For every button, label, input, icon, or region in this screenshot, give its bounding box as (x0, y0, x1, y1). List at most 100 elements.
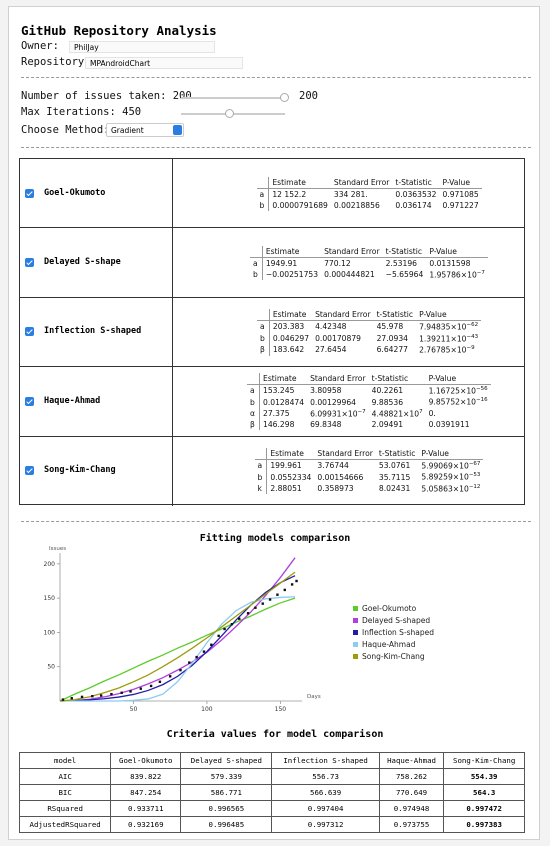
cell: 1.39211×10−43 (416, 333, 481, 345)
parameter: a (256, 188, 270, 200)
y-tick-label: 150 (44, 595, 56, 602)
data-point (261, 602, 264, 605)
cell: 2.09491 (371, 420, 404, 430)
cell-base: 5.05863×10 (421, 484, 469, 494)
data-point (99, 694, 103, 697)
method-value: Gradient (111, 126, 144, 135)
cell-base: 5.99069×10 (421, 461, 469, 471)
owner-input[interactable]: PhilJay (69, 41, 215, 53)
parameter: k (254, 482, 268, 495)
model-row: Haque-Ahmad Estimate Standard Error t-Stati… (20, 367, 524, 437)
cell: 0.0552334 (270, 472, 312, 482)
cell: 554.39 (443, 768, 525, 785)
parameter: a (250, 257, 263, 269)
parameter-row: β 146.298 69.8348 2.09491 0.0391911 (247, 419, 491, 431)
iterations-slider-thumb[interactable] (225, 109, 234, 118)
cell-base: 5.89259×10 (421, 472, 469, 482)
cell-exponent: 7 (419, 408, 423, 415)
checkbox[interactable] (25, 188, 34, 198)
cell: 69.8348 (310, 420, 342, 430)
model-row: Inflection S-shaped Estimate Standard Erro… (20, 297, 524, 368)
parameter-table: Estimate Standard Error t-Statistic P-Value… (254, 447, 484, 495)
cell-exponent: −7 (476, 269, 485, 276)
data-point (254, 606, 257, 609)
data-point (120, 691, 123, 694)
cell-exponent: −16 (476, 397, 488, 404)
parameter: b (256, 199, 270, 211)
chart: 50 100 150 50 100 150 200 Issues Days Goel-Okumot… (44, 546, 435, 713)
models-table: Goel-Okumoto Estimate Standard Error t-Stat… (19, 158, 525, 506)
row-header: AIC (18, 768, 112, 785)
criteria-row: AIC 839.822 579.339 556.73 758.262 554.39 (18, 768, 525, 785)
corner (254, 447, 268, 460)
column-header: Standard Error (314, 447, 376, 460)
column-header: Standard Error (307, 372, 369, 385)
data-point (268, 598, 272, 601)
cell: 0.00154666 (317, 472, 364, 482)
cell: 4.42348 (315, 322, 347, 332)
cell-base: 4.48821×10 (371, 409, 420, 419)
cell: 0.996565 (180, 800, 273, 817)
checkbox[interactable] (25, 327, 34, 337)
cell: 183.642 (272, 345, 305, 355)
data-point (246, 612, 250, 615)
criteria-row: RSquared 0.933711 0.996565 0.997404 0.974948… (18, 800, 525, 817)
column-header: Delayed S-shaped (180, 752, 273, 769)
issues-slider-thumb[interactable] (280, 93, 289, 102)
cell: 8.02431 (378, 484, 411, 494)
parameter-row: α 27.375 6.09931×10−7 4.48821×107 0. (247, 407, 491, 420)
data-point (238, 617, 241, 620)
model-row: Delayed S-shape Estimate Standard Error t-S… (20, 228, 524, 298)
cell: 334 281. (333, 189, 368, 199)
cell-exponent: −9 (466, 345, 475, 352)
column-header: Standard Error (321, 245, 383, 258)
cell: 5.05863×10−12 (418, 483, 483, 495)
data-point (195, 655, 198, 659)
cell: 0.00129964 (310, 397, 356, 407)
checkbox[interactable] (25, 396, 34, 406)
checkbox[interactable] (25, 258, 34, 268)
cell-exponent: −53 (468, 472, 481, 479)
data-point (61, 698, 65, 701)
vsep (172, 159, 173, 228)
data-point (139, 687, 143, 690)
column-header: Standard Error (330, 176, 393, 189)
cell: 12 152.2 (272, 189, 307, 199)
issues-slider[interactable] (181, 97, 285, 99)
parameter-table: Estimate Standard Error t-Statistic P-Value… (256, 176, 482, 211)
x-tick-label: 50 (130, 706, 138, 713)
column-header: P-Value (439, 176, 482, 189)
parameter-row: a 153.245 3.80958 40.2261 1.16725×10−56 (247, 384, 491, 397)
separator (21, 77, 531, 78)
cell-base: 7.94835×10 (419, 322, 467, 332)
cell: 27.0934 (376, 333, 408, 343)
parameter: a (247, 384, 260, 397)
cell: 0.997312 (271, 816, 380, 833)
cell: 4.48821×107 (369, 408, 426, 420)
cell-base: 2.76785×10 (419, 345, 467, 355)
parameter: α (247, 407, 260, 420)
repository-input[interactable]: MPAndroidChart (85, 57, 243, 69)
cell: −5.65964 (385, 269, 424, 279)
separator (21, 147, 531, 148)
column-header: t-Statistic (382, 245, 427, 258)
cell-base: 1.39211×10 (419, 334, 467, 344)
data-point (80, 695, 84, 699)
method-dropdown[interactable]: Gradient (106, 123, 184, 137)
cell: −0.00251753 (265, 269, 319, 279)
checkbox[interactable] (25, 466, 34, 476)
criteria-title: Criteria values for model comparison (166, 729, 384, 740)
data-point (276, 593, 279, 596)
cell: 0.997472 (443, 800, 525, 817)
vsep (172, 297, 173, 367)
criteria-row: AdjustedRSquared 0.932169 0.996485 0.997312… (18, 816, 525, 833)
legend-label: Inflection S-shaped (362, 628, 434, 637)
column-header: Song-Kim-Chang (443, 752, 525, 769)
legend-label: Delayed S-shaped (362, 616, 430, 625)
parameter-row: b 0.0000791689 0.00218856 0.036174 0.971227 (256, 199, 482, 211)
cell-exponent: −43 (466, 333, 479, 340)
data-point (168, 675, 172, 678)
parameter: β (247, 419, 260, 431)
model-name: Haque-Ahmad (44, 395, 101, 406)
cell: 0.973755 (378, 816, 445, 833)
